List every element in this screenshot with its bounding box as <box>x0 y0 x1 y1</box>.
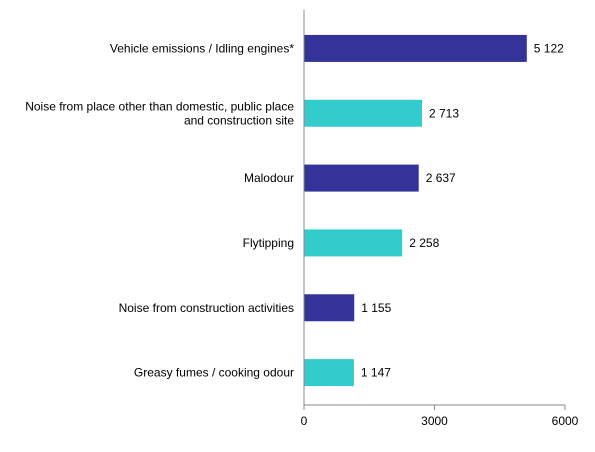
bar-2 <box>304 99 423 127</box>
value-label-1: 5 122 <box>534 41 564 55</box>
bar-5 <box>304 294 355 322</box>
value-label-2: 2 713 <box>429 106 459 120</box>
value-labels: 5 122 2 713 2 637 2 258 1 155 1 147 <box>361 41 564 379</box>
category-label-1: Vehicle emissions / Idling engines* <box>110 41 294 55</box>
x-tick-label-3: 6000 <box>552 414 579 428</box>
value-label-5: 1 155 <box>361 301 391 315</box>
bar-6 <box>304 359 354 387</box>
bar-1 <box>304 34 527 62</box>
value-label-3: 2 637 <box>426 171 456 185</box>
category-labels: Vehicle emissions / Idling engines* Noise… <box>25 41 294 379</box>
category-label-4: Flytipping <box>243 236 294 250</box>
category-label-2: Noise from place other than domestic, pu… <box>25 99 294 127</box>
x-tick-label-1: 0 <box>301 414 308 428</box>
bars <box>304 34 527 387</box>
category-label-5: Noise from construction activities <box>119 301 294 315</box>
bar-3 <box>304 164 419 192</box>
value-label-4: 2 258 <box>409 236 439 250</box>
category-label-3: Malodour <box>244 171 294 185</box>
value-label-6: 1 147 <box>361 366 391 380</box>
category-label-6: Greasy fumes / cooking odour <box>134 366 294 380</box>
x-tick-label-2: 3000 <box>421 414 448 428</box>
axes: 0 3000 6000 <box>301 10 579 428</box>
bar-4 <box>304 229 403 257</box>
